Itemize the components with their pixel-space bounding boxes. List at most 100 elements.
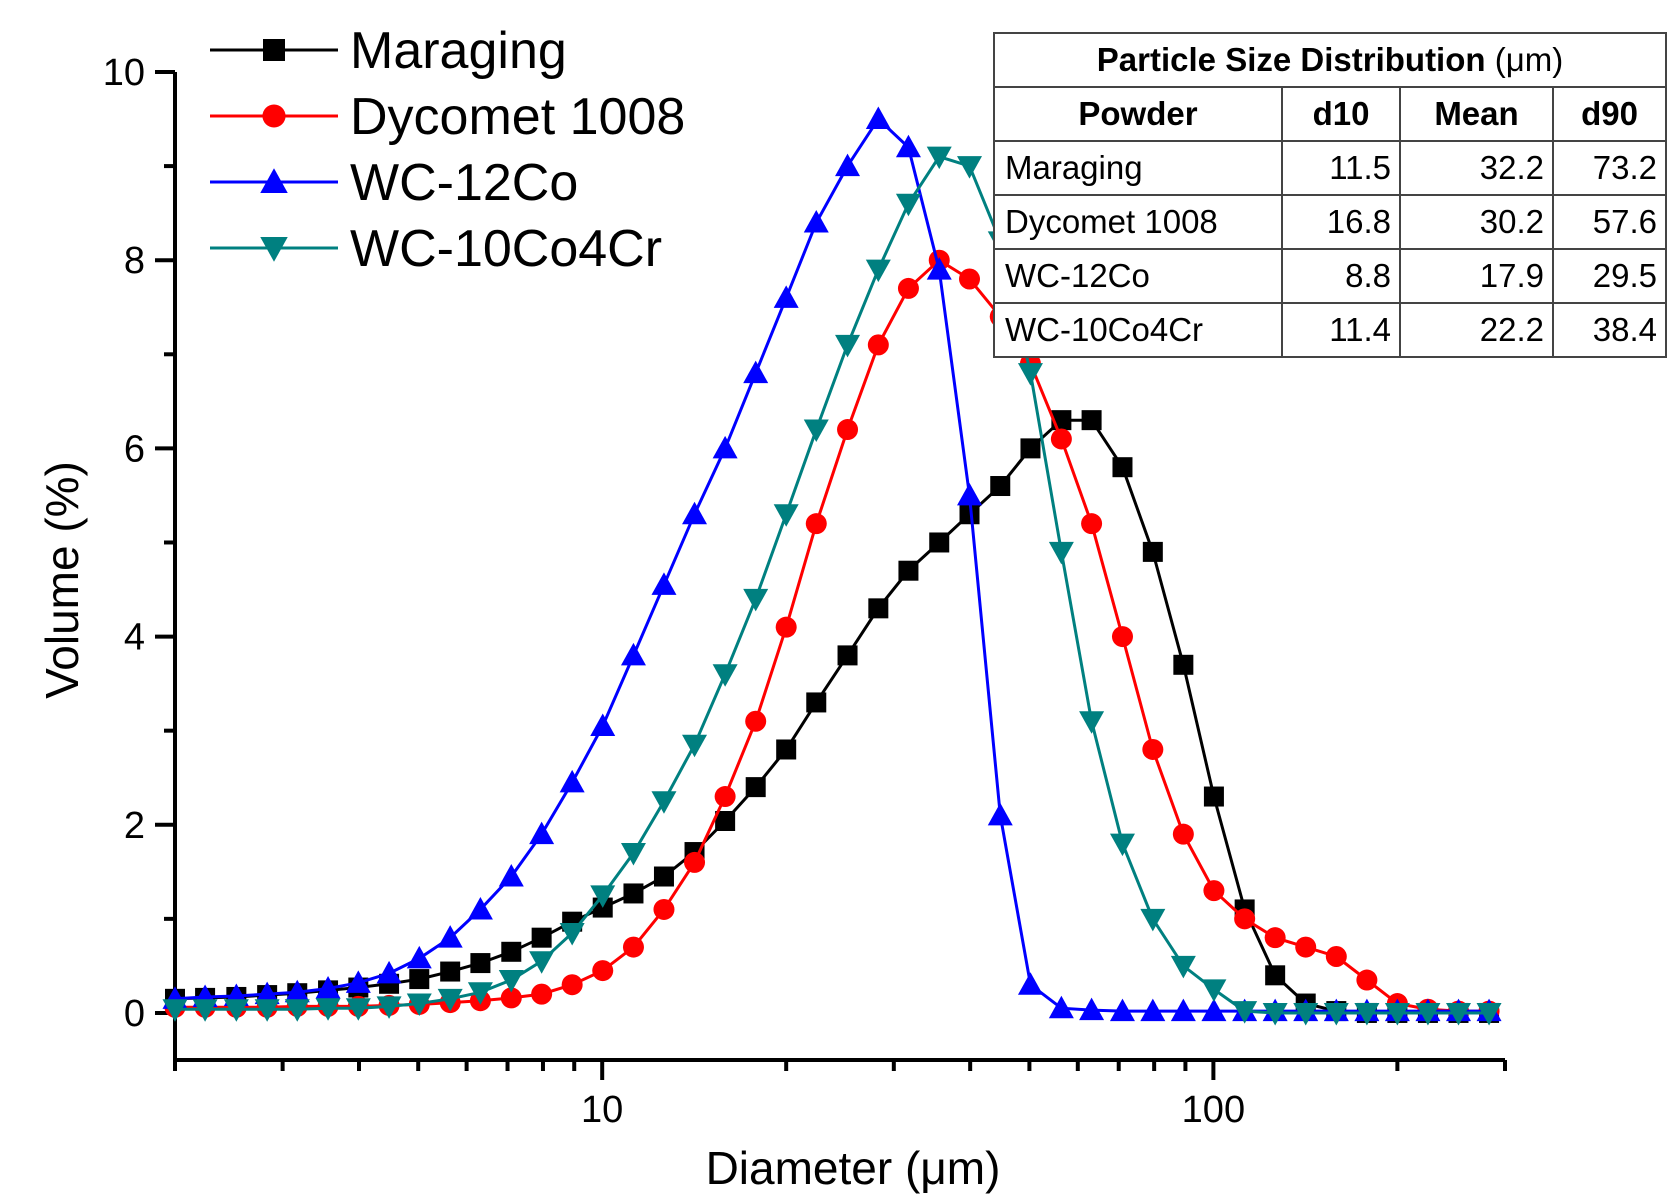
cell-mean: 17.9	[1399, 248, 1554, 304]
legend-item: WC-12Co	[210, 154, 578, 212]
data-point	[254, 999, 280, 1022]
data-point	[1140, 998, 1166, 1022]
data-point	[406, 993, 432, 1017]
data-point	[987, 802, 1013, 826]
cell-d90: 38.4	[1552, 302, 1667, 358]
data-point	[1203, 786, 1224, 807]
data-point	[559, 922, 585, 946]
data-point	[1017, 363, 1043, 386]
data-point	[712, 664, 738, 687]
data-point	[1079, 997, 1105, 1021]
data-point	[1325, 945, 1347, 967]
data-point	[345, 970, 371, 993]
data-point	[926, 257, 952, 280]
series-line	[174, 418, 1489, 1015]
data-point	[1140, 908, 1166, 932]
data-point	[1446, 1002, 1472, 1026]
data-point	[682, 501, 708, 525]
cell-d10: 11.4	[1281, 302, 1401, 358]
y-tick-label: 8	[124, 240, 145, 282]
data-point	[437, 925, 463, 948]
series-maraging	[165, 410, 1500, 1023]
data-point	[1265, 965, 1286, 986]
data-point	[803, 419, 829, 443]
data-point	[959, 504, 980, 525]
legend-label: WC-10Co4Cr	[350, 220, 662, 278]
data-point	[409, 969, 430, 990]
data-point	[561, 974, 583, 996]
y-tick-label: 2	[124, 805, 145, 847]
data-point	[957, 156, 983, 179]
data-point	[559, 769, 585, 793]
y-tick-label: 4	[124, 617, 145, 659]
data-point	[1112, 457, 1133, 478]
data-point	[1476, 1002, 1502, 1026]
y-tick-label: 0	[124, 993, 145, 1035]
data-point	[990, 476, 1011, 497]
data-point	[1048, 541, 1074, 565]
data-point	[262, 104, 286, 128]
data-point	[440, 961, 461, 982]
cell-powder: WC-12Co	[993, 248, 1283, 304]
data-point	[745, 777, 766, 798]
data-point	[260, 168, 288, 193]
data-point	[1079, 711, 1105, 734]
data-point	[898, 560, 919, 581]
data-point	[1262, 1002, 1288, 1026]
series-wc-12co	[162, 106, 1502, 1022]
data-point	[467, 982, 493, 1005]
series-line	[175, 258, 1489, 1013]
legend-label: Dycomet 1008	[350, 88, 685, 146]
data-point	[745, 710, 767, 732]
data-point	[1323, 1002, 1349, 1026]
data-point	[959, 268, 981, 290]
legend-label: WC-12Co	[350, 154, 578, 212]
header-mean: Mean	[1399, 86, 1554, 142]
data-point	[1264, 927, 1286, 949]
data-point	[1020, 438, 1041, 459]
header-d90: d90	[1552, 86, 1667, 142]
data-point	[501, 941, 522, 962]
data-point	[1173, 654, 1194, 675]
data-point	[837, 419, 859, 441]
series-dycomet-1008	[164, 249, 1500, 1022]
data-point	[1172, 823, 1194, 845]
data-point	[1142, 541, 1163, 562]
axes: 0 2 4 6 8 10 10 100	[103, 52, 1507, 1131]
data-point	[653, 898, 675, 920]
data-point	[590, 713, 616, 736]
data-point	[531, 983, 553, 1005]
data-point	[1170, 998, 1196, 1022]
y-axis-title: Volume (%)	[36, 461, 88, 699]
data-point	[467, 896, 493, 920]
data-point	[1203, 880, 1225, 902]
x-tick-label: 100	[1182, 1089, 1245, 1131]
x-tick-label: 10	[581, 1089, 623, 1131]
data-point	[651, 572, 677, 595]
cell-d10: 16.8	[1281, 194, 1401, 250]
data-point	[1081, 513, 1103, 535]
data-point	[1142, 738, 1164, 760]
data-point	[775, 616, 797, 638]
data-point	[684, 851, 706, 873]
data-point	[498, 970, 524, 993]
cell-powder: Maraging	[993, 140, 1283, 196]
data-point	[500, 987, 522, 1009]
data-point	[835, 153, 861, 177]
legend-label: Maraging	[350, 22, 567, 80]
series-layer	[162, 106, 1502, 1026]
data-point	[682, 734, 708, 758]
data-point	[406, 945, 432, 969]
data-point	[592, 960, 614, 982]
data-point	[895, 193, 921, 217]
data-point	[957, 482, 983, 506]
data-point	[929, 532, 950, 553]
cell-d90: 29.5	[1552, 248, 1667, 304]
data-point	[1234, 908, 1256, 930]
table-row: WC-12Co 8.8 17.9 29.5	[993, 248, 1667, 304]
cell-d90: 57.6	[1552, 194, 1667, 250]
data-point	[263, 39, 285, 61]
data-point	[865, 106, 891, 130]
data-point	[714, 786, 736, 808]
